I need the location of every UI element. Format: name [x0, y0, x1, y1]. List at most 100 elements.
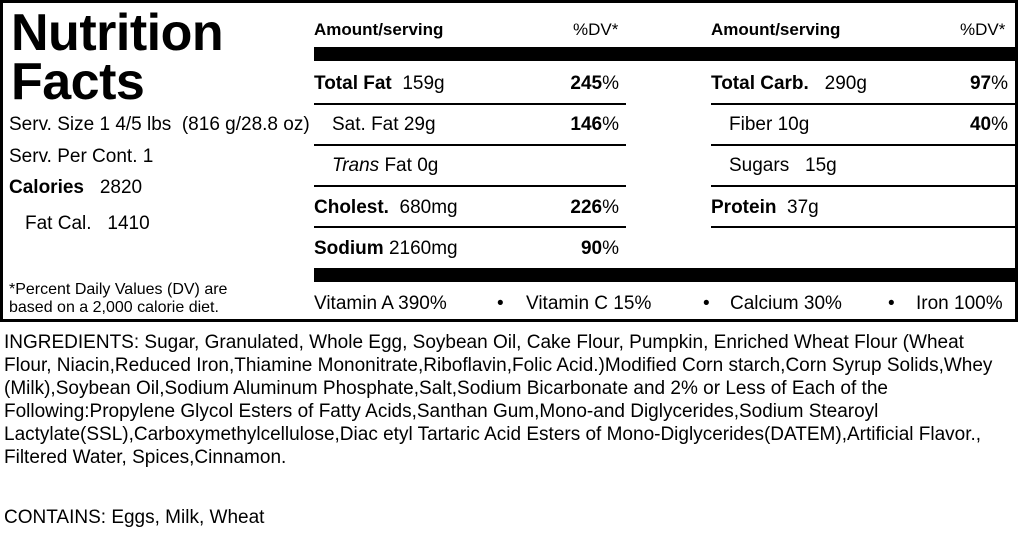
- sugars-row: Sugars 15g: [729, 155, 837, 177]
- nutrition-facts-panel: Nutrition Facts Serv. Size 1 4/5 lbs (81…: [0, 0, 1018, 322]
- sat-fat-dv: 146%: [570, 114, 619, 136]
- iron-value: 100: [954, 293, 986, 314]
- calcium-unit: %: [825, 293, 842, 314]
- rule-right-4: [711, 226, 1018, 228]
- sodium-dv: 90%: [581, 238, 619, 260]
- thick-rule-top: [314, 47, 1018, 61]
- right-amount-header: Amount/serving: [711, 20, 841, 39]
- vitamin-c-unit: %: [634, 293, 652, 314]
- title-line-1: Nutrition: [11, 4, 224, 62]
- serving-size-label: Serv. Size: [9, 114, 95, 135]
- cholesterol-label: Cholest.: [314, 197, 389, 218]
- dv-footnote: *Percent Daily Values (DV) are based on …: [9, 281, 227, 317]
- total-carb-dv: 97%: [970, 73, 1008, 95]
- total-fat-row: Total Fat 159g: [314, 73, 445, 95]
- servings-per-container: Serv. Per Cont. 1: [9, 146, 153, 168]
- cholesterol-dv-value: 226: [570, 197, 603, 218]
- dv-footnote-line-2: based on a 2,000 calorie diet.: [9, 299, 219, 316]
- fiber-dv-unit: %: [991, 114, 1008, 135]
- ingredients-text: INGREDIENTS: Sugar, Granulated, Whole Eg…: [4, 332, 993, 468]
- fiber-amount: 10g: [777, 114, 810, 135]
- rule-left-4: [314, 226, 626, 228]
- calories-label: Calories: [9, 177, 84, 198]
- thick-rule-bottom: [314, 268, 1018, 282]
- total-carb-dv-unit: %: [991, 73, 1008, 94]
- sodium-dv-unit: %: [602, 238, 619, 259]
- bullet-3: •: [888, 293, 895, 314]
- fiber-label: Fiber: [729, 114, 773, 135]
- total-carb-amount: 290g: [824, 73, 867, 94]
- total-carb-row: Total Carb. 290g: [711, 73, 867, 95]
- servings-value: 1: [142, 146, 154, 167]
- fat-cal-label: Fat Cal.: [25, 213, 92, 234]
- rule-left-1: [314, 103, 626, 105]
- vitamin-c-label: Vitamin C: [526, 293, 609, 314]
- rule-left-3: [314, 185, 626, 187]
- iron-unit: %: [985, 293, 1003, 314]
- vitamin-c-value: 15: [613, 293, 635, 314]
- total-fat-dv: 245%: [570, 73, 619, 95]
- left-dv-header: %DV*: [573, 20, 619, 39]
- cholesterol-dv-unit: %: [602, 197, 619, 218]
- sat-fat-dv-value: 146: [570, 114, 603, 135]
- cholesterol-dv: 226%: [570, 197, 619, 219]
- total-fat-label: Total Fat: [314, 73, 392, 94]
- rule-left-2: [314, 144, 626, 146]
- trans-fat-amount: 0g: [417, 155, 439, 176]
- left-amount-header: Amount/serving: [314, 20, 444, 39]
- servings-label: Serv. Per Cont.: [9, 146, 138, 167]
- sugars-amount: 15g: [805, 155, 837, 176]
- protein-label: Protein: [711, 197, 777, 218]
- total-fat-dv-value: 245: [570, 73, 603, 94]
- total-fat-amount: 159g: [402, 73, 445, 94]
- calcium-value: 30: [803, 293, 826, 314]
- protein-row: Protein 37g: [711, 197, 819, 219]
- sodium-amount: 2160mg: [388, 238, 458, 259]
- calories-value: 2820: [99, 177, 143, 198]
- vitamin-a-value: 390: [398, 293, 430, 314]
- total-carb-dv-value: 97: [969, 73, 992, 94]
- fat-calories: Fat Cal. 1410: [25, 213, 150, 235]
- serving-size: Serv. Size 1 4/5 lbs (816 g/28.8 oz): [9, 114, 310, 136]
- sugars-label: Sugars: [729, 155, 790, 176]
- sodium-row: Sodium 2160mg: [314, 238, 458, 260]
- sat-fat-dv-unit: %: [602, 114, 619, 135]
- sodium-label: Sodium: [314, 238, 384, 259]
- contains-text: CONTAINS: Eggs, Milk, Wheat: [4, 507, 265, 528]
- vitamin-a: Vitamin A 390%: [314, 293, 447, 315]
- cholesterol-amount: 680mg: [399, 197, 458, 218]
- iron: Iron 100%: [916, 293, 1003, 315]
- right-dv-header: %DV*: [960, 20, 1006, 39]
- sat-fat-amount: 29g: [403, 114, 436, 135]
- trans-fat-row: Trans Fat 0g: [332, 155, 438, 177]
- trans-fat-label: Fat: [384, 155, 412, 176]
- rule-right-1: [711, 103, 1018, 105]
- total-carb-label: Total Carb.: [711, 73, 809, 94]
- protein-amount: 37g: [787, 197, 819, 218]
- calcium-label: Calcium: [730, 293, 799, 314]
- fiber-row: Fiber 10g: [729, 114, 809, 136]
- iron-label: Iron: [916, 293, 949, 314]
- vitamin-c: Vitamin C 15%: [526, 293, 651, 315]
- rule-right-2: [711, 144, 1018, 146]
- calcium: Calcium 30%: [730, 293, 842, 315]
- dv-footnote-line-1: *Percent Daily Values (DV) are: [9, 281, 228, 298]
- bullet-1: •: [497, 293, 504, 314]
- fiber-dv: 40%: [970, 114, 1008, 136]
- vitamin-a-unit: %: [429, 293, 447, 314]
- cholesterol-row: Cholest. 680mg: [314, 197, 458, 219]
- bullet-2: •: [703, 293, 710, 314]
- calories: Calories 2820: [9, 177, 142, 199]
- sat-fat-label: Sat. Fat: [332, 114, 399, 135]
- rule-right-3: [711, 185, 1018, 187]
- sodium-dv-value: 90: [580, 238, 603, 259]
- sat-fat-row: Sat. Fat 29g: [332, 114, 436, 136]
- trans-fat-label-italic: Trans: [332, 155, 380, 176]
- vitamin-a-label: Vitamin A: [314, 293, 393, 314]
- total-fat-dv-unit: %: [602, 73, 619, 94]
- title-line-2: Facts: [11, 53, 145, 111]
- fiber-dv-value: 40: [969, 114, 992, 135]
- fat-cal-value: 1410: [107, 213, 150, 234]
- nutrition-facts-title: Nutrition Facts: [11, 7, 224, 108]
- serving-size-value: 1 4/5 lbs (816 g/28.8 oz): [99, 114, 310, 135]
